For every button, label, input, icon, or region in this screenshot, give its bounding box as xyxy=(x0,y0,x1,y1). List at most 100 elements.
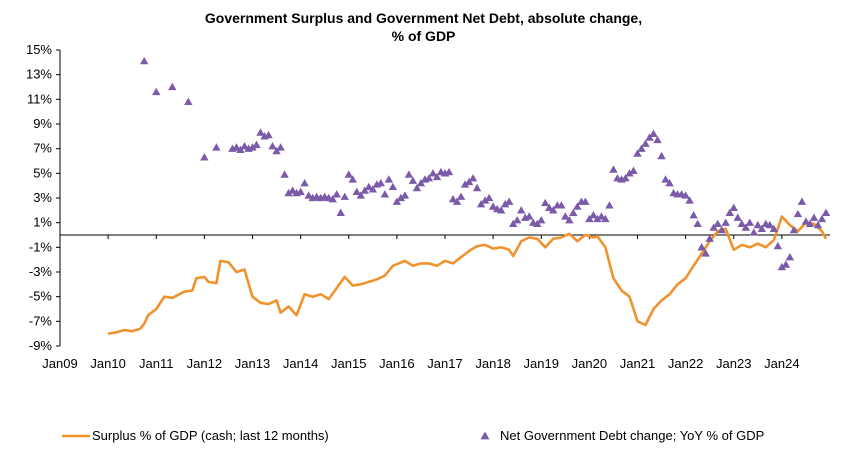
debt-change-point xyxy=(280,170,289,178)
debt-change-point xyxy=(456,192,466,200)
y-tick-label: -9% xyxy=(29,338,53,353)
x-tick-label: Jan14 xyxy=(283,356,318,371)
debt-change-point xyxy=(713,219,722,228)
debt-change-point xyxy=(585,214,594,223)
debt-change-point xyxy=(360,186,369,194)
debt-change-point xyxy=(753,220,763,229)
debt-change-point xyxy=(561,212,570,220)
y-tick-label: -3% xyxy=(29,264,53,279)
debt-change-point xyxy=(721,218,730,226)
x-tick-label: Jan13 xyxy=(235,356,270,371)
debt-change-point xyxy=(757,224,767,232)
debt-change-point xyxy=(276,143,285,151)
y-tick-label: 1% xyxy=(33,215,52,230)
debt-change-point xyxy=(805,219,815,228)
debt-change-point xyxy=(388,182,398,191)
debt-change-point xyxy=(653,135,662,144)
debt-change-point xyxy=(733,213,742,221)
debt-change-point xyxy=(813,220,823,229)
debt-change-point xyxy=(364,182,374,191)
debt-change-point xyxy=(725,208,734,216)
debt-change-point xyxy=(472,183,482,192)
debt-change-point xyxy=(500,199,510,208)
debt-change-point xyxy=(212,143,221,151)
debt-change-point xyxy=(549,206,558,214)
debt-change-point xyxy=(705,234,714,242)
debt-change-point xyxy=(697,243,706,251)
debt-change-point xyxy=(809,213,819,221)
debt-change-point xyxy=(264,130,273,139)
debt-change-point xyxy=(152,87,161,96)
debt-change-point xyxy=(452,197,462,205)
debt-change-point xyxy=(573,202,582,210)
debt-change-point xyxy=(589,211,598,219)
debt-change-point xyxy=(649,129,658,138)
debt-change-point xyxy=(480,196,490,204)
debt-change-point xyxy=(268,142,277,150)
debt-change-point xyxy=(625,169,634,177)
debt-change-point xyxy=(236,145,245,154)
debt-change-point xyxy=(821,208,831,216)
x-tick-label: Jan23 xyxy=(716,356,751,371)
debt-change-point xyxy=(541,198,550,207)
debt-change-point xyxy=(304,191,313,199)
debt-change-point xyxy=(168,82,177,91)
debt-change-point xyxy=(488,202,498,210)
x-tick-label: Jan15 xyxy=(331,356,366,371)
debt-change-point xyxy=(601,214,610,223)
debt-change-point xyxy=(609,165,618,173)
debt-change-point xyxy=(428,169,438,177)
x-tick-label: Jan12 xyxy=(187,356,222,371)
debt-change-point xyxy=(272,146,281,155)
debt-change-point xyxy=(749,228,759,236)
y-tick-label: -7% xyxy=(29,313,53,328)
debt-change-point xyxy=(252,140,261,149)
debt-change-point xyxy=(232,143,241,151)
debt-change-point xyxy=(356,191,365,199)
debt-change-point xyxy=(693,219,702,228)
debt-change-point xyxy=(424,174,434,182)
debt-change-point xyxy=(340,192,349,200)
y-tick-label: 11% xyxy=(27,91,52,106)
debt-change-point xyxy=(460,180,470,188)
debt-change-point xyxy=(597,212,606,220)
debt-change-point xyxy=(408,176,418,184)
debt-change-point xyxy=(685,196,694,204)
legend-group xyxy=(62,431,490,440)
debt-change-point xyxy=(645,133,654,141)
debt-change-point xyxy=(352,187,361,195)
marks-group xyxy=(107,56,831,335)
debt-change-point xyxy=(629,166,638,175)
debt-change-point xyxy=(665,179,674,187)
x-tick-label: Jan17 xyxy=(427,356,462,371)
debt-change-point xyxy=(484,193,494,202)
debt-change-point xyxy=(593,214,602,223)
debt-change-point xyxy=(296,187,305,195)
debt-change-point xyxy=(256,128,265,136)
debt-change-point xyxy=(416,179,426,187)
series-line-surplus xyxy=(107,215,828,335)
chart-title-line-1: Government Surplus and Government Net De… xyxy=(204,10,643,26)
x-tick-label: Jan20 xyxy=(572,356,607,371)
debt-change-point xyxy=(789,225,799,234)
debt-change-point xyxy=(701,249,710,257)
debt-change-point xyxy=(432,172,442,181)
debt-change-point xyxy=(729,203,738,212)
debt-change-point xyxy=(769,224,779,232)
debt-change-point xyxy=(468,174,478,182)
debt-change-point xyxy=(817,214,827,223)
debt-change-point xyxy=(184,97,193,105)
debt-change-point xyxy=(745,218,754,226)
x-tick-label: Jan24 xyxy=(764,356,799,371)
x-tick-label: Jan09 xyxy=(42,356,77,371)
x-tick-label: Jan16 xyxy=(379,356,414,371)
debt-change-point xyxy=(641,139,650,147)
debt-change-point xyxy=(332,190,341,198)
y-tick-label: -5% xyxy=(29,289,53,304)
debt-change-point xyxy=(504,197,514,205)
debt-change-point xyxy=(537,216,546,224)
debt-change-point xyxy=(709,223,718,231)
y-tick-label: -1% xyxy=(29,239,53,254)
debt-change-point xyxy=(328,195,337,203)
legend-swatch-net-debt xyxy=(480,431,490,440)
